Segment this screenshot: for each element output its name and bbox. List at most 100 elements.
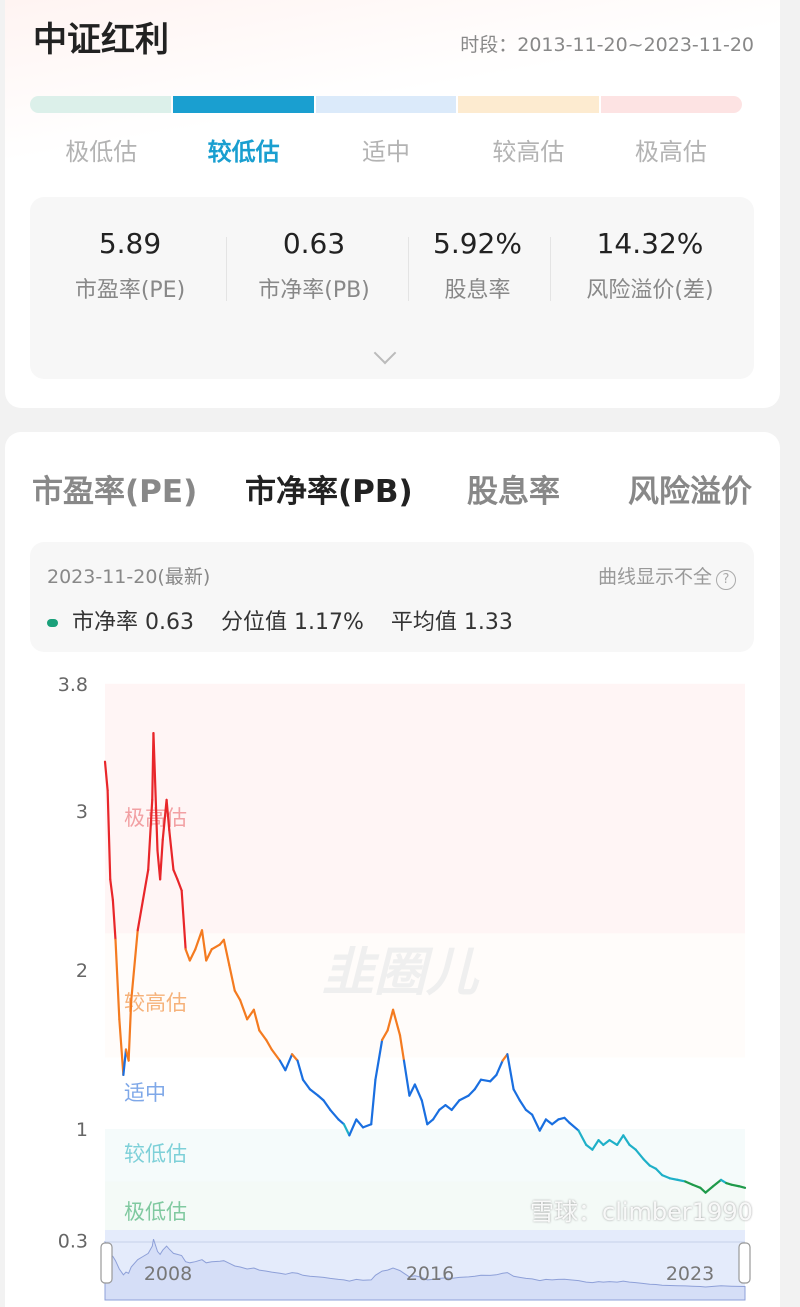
pb-line-segment [386,1008,395,1032]
pb-line-segment [616,1134,625,1146]
pb-line-segment [284,1053,294,1072]
pb-line-segment [270,1048,281,1062]
metric-tabs: 市盈率(PE) 市净率(PB) 股息率 风险溢价 [5,466,780,554]
curve-incomplete-hint[interactable]: 曲线显示不全? [598,562,736,590]
pb-line-segment [391,1008,402,1037]
jiuquan-watermark-logo: 韭圈儿 [322,943,480,1003]
pb-line-segment [431,1108,441,1121]
pb-line-segment [413,1083,423,1102]
average-value: 1.33 [463,610,513,635]
chevron-down-icon[interactable] [373,341,397,365]
y-tick-label: 3 [76,801,88,823]
pb-line-segment [205,948,213,962]
band-label: 极低估 [124,1200,187,1224]
question-circle-icon[interactable]: ? [716,570,736,590]
pb-line-segment [222,938,231,967]
pb-line-segment [489,1073,498,1083]
pb-line-segment [127,999,133,1062]
pb-line-segment [642,1158,651,1167]
pb-line-segment [691,1183,702,1189]
level-label: 较低估 [207,138,280,166]
divider [550,237,551,301]
pb-line-segment [524,1108,534,1116]
index-title: 中证红利 [33,20,169,60]
pb-label: 市净率 [72,610,139,635]
pb-line-segment [568,1121,580,1132]
pb-line-segment [136,898,145,932]
level-segment [458,96,600,113]
pb-line-segment [661,1174,671,1180]
y-tick-label: 0.3 [58,1230,88,1252]
pb-line-segment [337,1118,346,1126]
pb-line-segment [265,1038,273,1051]
navigator-handle[interactable] [738,1242,751,1284]
pb-line-segment [278,1059,287,1072]
pb-line-segment [172,868,179,881]
stat-value: 5.92% [433,227,522,260]
tab-pb[interactable]: 市净率(PB) [245,474,413,510]
pb-line-segment [308,1088,320,1097]
pb-line-segment [370,1078,377,1126]
pb-line-segment [704,1185,715,1194]
pb-line-segment [730,1183,741,1188]
pb-line-segment [165,798,171,832]
pb-line-segment [398,1034,406,1062]
percentile-label: 分位值 [221,610,288,635]
series-dot-icon [47,619,58,627]
level-segment [172,96,314,113]
pb-line-segment [329,1108,340,1121]
tab-dividend-yield[interactable]: 股息率 [467,474,560,510]
navigator-handle[interactable] [100,1242,113,1284]
pb-line-segment [458,1094,470,1102]
pb-line-segment [130,929,139,1002]
navigator-series-area [104,1238,746,1301]
valuation-summary-card: 中证红利 时段：2013-11-20~2023-11-20 极低估 较低估 适中 较高… [5,0,780,408]
pb-line-segment [184,948,191,962]
pb-line-segment [591,1139,600,1151]
pb-line-segment [239,999,249,1021]
pb-line-segment [608,1139,619,1146]
stat-risk-premium: 14.32% 风险溢价(差) [570,227,730,304]
pb-line-segment [381,1029,389,1042]
pb-line-segment [711,1178,723,1188]
pb-line-segment [512,1088,521,1102]
hint-text: 曲线显示不全 [597,566,712,588]
level-label: 适中 [362,138,411,166]
band-label: 较高估 [124,991,187,1015]
band-极高估 [105,683,745,934]
pb-line-segment [577,1129,588,1146]
pb-line-segment [668,1177,679,1181]
divider [226,237,227,301]
pb-line-segment [544,1118,554,1126]
pb-line-segment [473,1078,483,1091]
stat-pb: 0.63 市净率(PB) [244,227,384,304]
pb-line-segment [152,731,159,852]
pb-line-segment [194,929,204,951]
pb-line-segment [684,1180,694,1186]
stat-label: 风险溢价(差) [586,278,714,303]
pb-line-segment [444,1104,453,1112]
y-tick-label: 3.8 [58,674,88,696]
pb-line-segment [426,1118,435,1126]
pb-line-segment [317,1094,325,1102]
pb-line-segment [296,1059,305,1081]
navigator-year-label: 2023 [666,1263,714,1285]
pb-line-segment [246,1008,255,1021]
pb-line-segment [551,1118,560,1126]
pb-line-segment [450,1099,461,1112]
navigator-year-label: 2016 [406,1263,454,1285]
tab-pe[interactable]: 市盈率(PE) [32,474,198,510]
level-label: 极高估 [634,138,707,166]
pb-line-segment [622,1134,631,1146]
tab-risk-premium[interactable]: 风险溢价 [628,474,752,510]
pb-line-segment [252,1008,261,1032]
stat-pe: 5.89 市盈率(PE) [70,227,190,304]
chart-info-panel: 2023-11-20(最新) 曲线显示不全? 市净率 0.63 分位值 1.17… [30,542,754,652]
pb-line-segment [168,828,175,871]
pb-line-segment [111,898,117,941]
pb-line-segment [161,798,168,841]
stat-value: 5.89 [98,227,162,260]
stat-label: 股息率 [444,278,511,303]
stat-value: 0.63 [282,227,346,260]
y-tick-label: 1 [76,1119,88,1141]
